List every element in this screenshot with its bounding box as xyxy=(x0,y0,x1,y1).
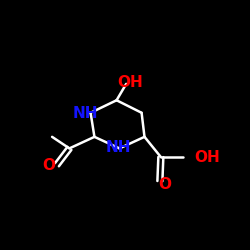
Text: O: O xyxy=(158,178,171,192)
Text: OH: OH xyxy=(117,76,143,90)
Text: NH: NH xyxy=(106,140,131,155)
Text: NH: NH xyxy=(73,106,98,121)
Text: OH: OH xyxy=(194,150,220,164)
Text: O: O xyxy=(43,158,56,173)
